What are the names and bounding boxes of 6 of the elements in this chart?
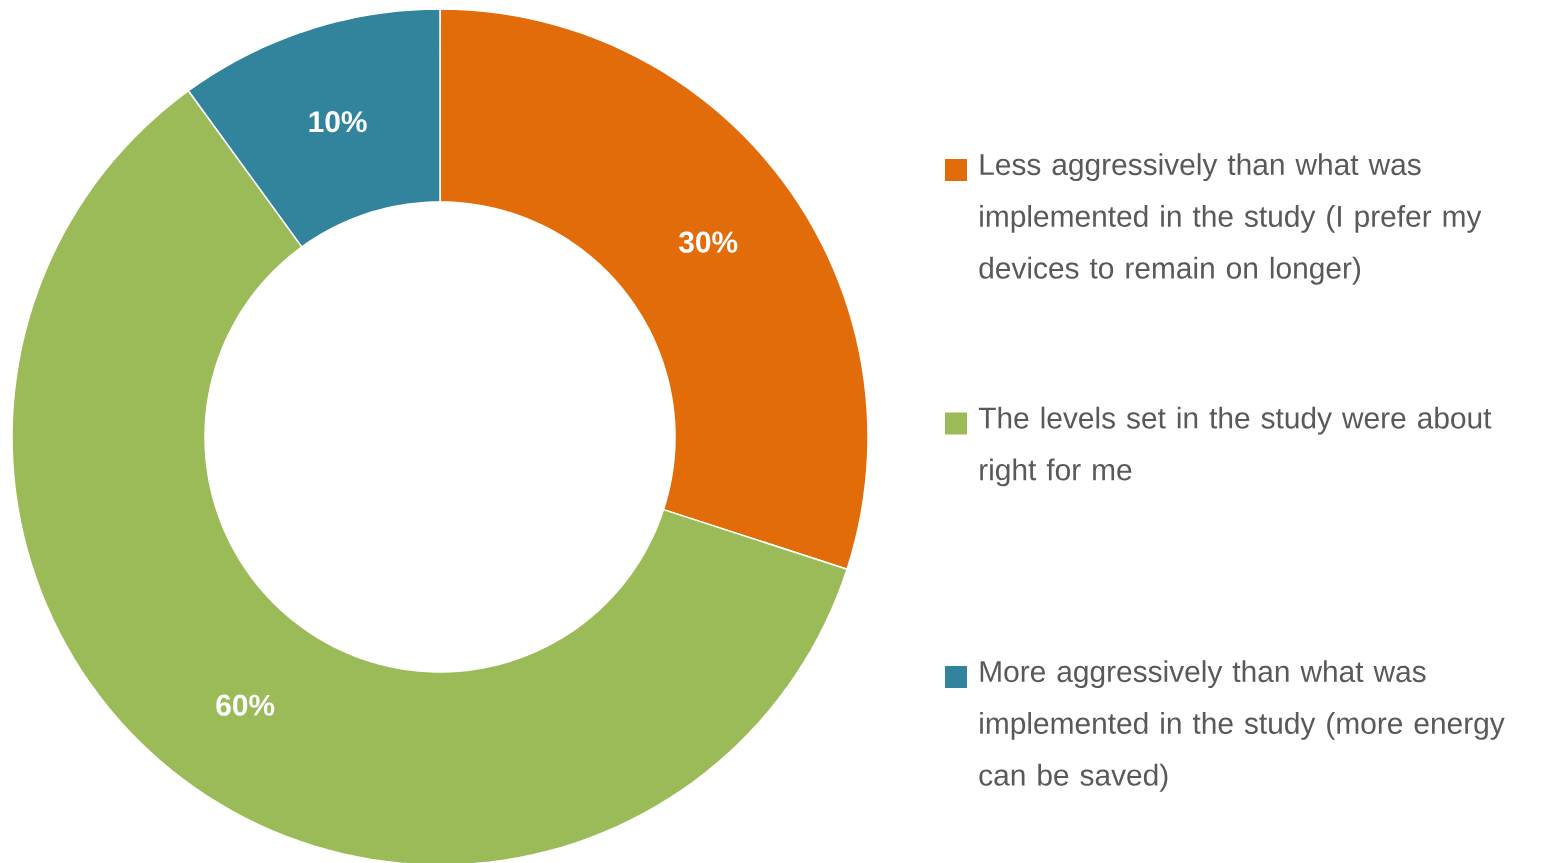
data-label: 10% — [309, 111, 367, 133]
legend-label: More aggressively than what was implemented in the study (more energy can be saved) — [979, 660, 1505, 792]
data-label: 60% — [216, 694, 275, 716]
legend-label: Less aggressively than what was implemented in the study (I prefer my devices to remain on longer) — [979, 153, 1482, 285]
data-label: 30% — [678, 231, 738, 253]
legend-label: The levels set in the study were about right for me — [978, 406, 1492, 487]
